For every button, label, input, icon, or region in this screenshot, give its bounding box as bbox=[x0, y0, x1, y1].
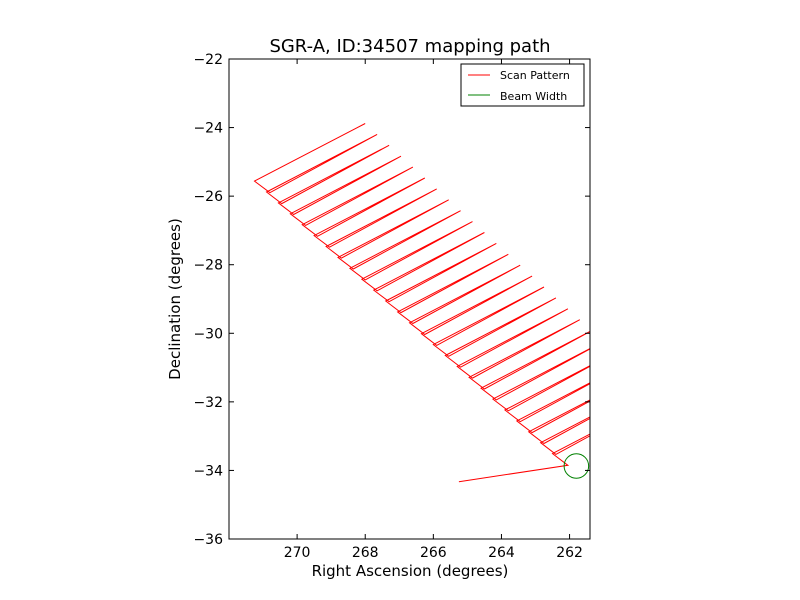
x-tick-label: 264 bbox=[488, 545, 515, 561]
x-axis-label: Right Ascension (degrees) bbox=[312, 562, 509, 580]
y-tick-label: −26 bbox=[193, 189, 223, 205]
legend: Scan Pattern Beam Width bbox=[460, 63, 585, 107]
series-layer bbox=[253, 123, 590, 483]
legend-label-beam-width: Beam Width bbox=[500, 90, 567, 103]
y-tick-label: −28 bbox=[193, 258, 223, 274]
y-tick-label: −36 bbox=[193, 532, 223, 548]
y-axis-ticks: −22 −24 −26 −28 −30 −32 −34 −36 bbox=[193, 52, 590, 548]
beam-width-circle bbox=[563, 453, 590, 479]
y-tick-label: −24 bbox=[193, 121, 223, 137]
x-tick-label: 268 bbox=[352, 545, 379, 561]
y-tick-label: −22 bbox=[193, 52, 223, 68]
x-tick-label: 266 bbox=[420, 545, 447, 561]
plot-area bbox=[228, 58, 591, 540]
scan-pattern-line bbox=[253, 123, 590, 483]
x-tick-label: 262 bbox=[556, 545, 583, 561]
y-tick-label: −32 bbox=[193, 395, 223, 411]
y-tick-label: −34 bbox=[193, 463, 223, 479]
plot-frame bbox=[228, 58, 591, 540]
x-tick-label: 270 bbox=[284, 545, 311, 561]
legend-label-scan-pattern: Scan Pattern bbox=[500, 69, 570, 82]
y-tick-label: −30 bbox=[193, 326, 223, 342]
x-axis-ticks: 270 268 266 264 262 bbox=[284, 59, 583, 561]
y-axis-label: Declination (degrees) bbox=[166, 218, 184, 380]
legend-box bbox=[460, 63, 585, 107]
chart-title: SGR-A, ID:34507 mapping path bbox=[269, 36, 550, 57]
